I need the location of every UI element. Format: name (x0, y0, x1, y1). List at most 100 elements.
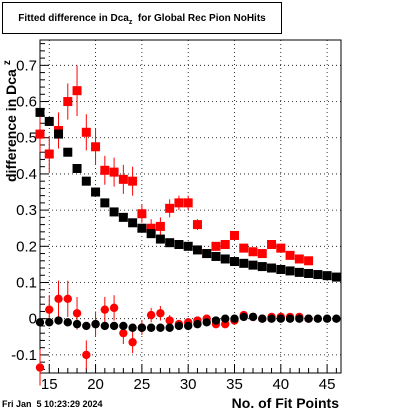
data-point (174, 198, 184, 208)
data-point (137, 209, 147, 219)
data-point (119, 321, 128, 331)
data-point (229, 230, 239, 240)
y-tick-label: 0.2 (16, 238, 37, 255)
data-point (331, 272, 341, 282)
data-point (202, 318, 211, 327)
data-point (202, 249, 212, 259)
data-point (137, 323, 147, 332)
data-point (63, 97, 73, 107)
x-tick-label: 30 (180, 376, 197, 393)
data-point (128, 323, 137, 332)
data-point (192, 245, 202, 255)
data-point (248, 312, 258, 322)
data-point (118, 174, 128, 184)
data-point (239, 243, 249, 253)
title-subscript: z (128, 18, 133, 26)
data-point (119, 328, 128, 338)
data-point (304, 256, 314, 266)
data-point (100, 165, 110, 175)
y-tick-label: -0.1 (11, 347, 37, 364)
data-point (285, 314, 295, 323)
data-point (155, 221, 165, 231)
data-point (211, 241, 221, 251)
timestamp: Fri Jan 5 10:23:29 2024 (2, 399, 103, 409)
data-point (72, 319, 82, 329)
x-tick-label: 35 (226, 376, 243, 393)
data-point (72, 163, 82, 173)
y-tick-label: 0.7 (16, 57, 37, 74)
data-point (304, 314, 313, 323)
data-point (146, 310, 156, 320)
data-point (155, 234, 165, 244)
x-tick-label: 40 (272, 376, 289, 393)
data-point (211, 316, 221, 325)
data-point (128, 218, 138, 228)
data-point (146, 229, 156, 239)
data-point (137, 223, 147, 233)
data-point (100, 198, 110, 208)
data-point (82, 321, 91, 331)
data-point (81, 127, 91, 137)
x-tick-label: 45 (319, 376, 336, 393)
data-point (304, 268, 314, 278)
y-tick-label: 0.3 (16, 202, 37, 219)
data-point (322, 271, 332, 281)
data-point (322, 314, 332, 323)
title-box: Fitted difference in Dca z for Global Rec… (2, 2, 282, 34)
data-point (248, 247, 258, 257)
data-point (239, 258, 249, 268)
data-point (72, 86, 82, 96)
title-main: Fitted difference in Dca (18, 12, 129, 24)
x-tick-label: 20 (87, 376, 104, 393)
y-tick-label: 0.4 (16, 166, 37, 183)
chart-title: Fitted difference in Dca z for Global Rec… (3, 3, 281, 33)
data-point (276, 314, 285, 323)
data-point (295, 314, 304, 323)
data-point (174, 240, 184, 250)
data-point (109, 167, 119, 177)
data-point (294, 254, 304, 264)
data-point (211, 251, 221, 261)
y-axis-label: difference in Dca z (2, 60, 19, 182)
data-point (35, 318, 45, 327)
y-tick-label: 0.1 (16, 275, 37, 292)
data-point (146, 323, 156, 332)
data-point (257, 262, 267, 272)
data-point (35, 107, 45, 117)
data-point (174, 321, 184, 331)
x-tick-label: 25 (134, 376, 151, 393)
x-tick-label: 15 (41, 376, 58, 393)
data-point (45, 318, 54, 327)
y-tick-label: 0.5 (16, 130, 37, 147)
data-point (267, 240, 277, 250)
data-point (276, 264, 286, 274)
title-rest: for Global Rec Pion NoHits (132, 12, 266, 24)
data-point (276, 243, 286, 253)
data-point (118, 212, 128, 222)
data-point (313, 314, 323, 323)
data-point (146, 223, 156, 233)
data-point (165, 316, 174, 325)
data-point (45, 305, 54, 314)
y-axis-label-subscript: z (2, 60, 13, 66)
data-point (109, 207, 119, 217)
data-point (193, 319, 202, 329)
data-point (44, 149, 54, 159)
data-point (91, 319, 100, 329)
data-point (221, 314, 230, 323)
data-point (109, 321, 119, 331)
data-point (294, 267, 304, 277)
data-point (82, 350, 91, 360)
data-point (239, 312, 248, 322)
data-point (285, 250, 295, 260)
data-point (100, 321, 110, 331)
data-point (165, 203, 175, 213)
data-point (100, 305, 110, 314)
data-point (109, 303, 119, 313)
data-point (332, 314, 341, 323)
data-point (63, 147, 73, 157)
data-point (156, 309, 165, 318)
data-point (91, 187, 101, 197)
y-tick-label: 0 (29, 311, 37, 328)
data-point (313, 270, 323, 280)
